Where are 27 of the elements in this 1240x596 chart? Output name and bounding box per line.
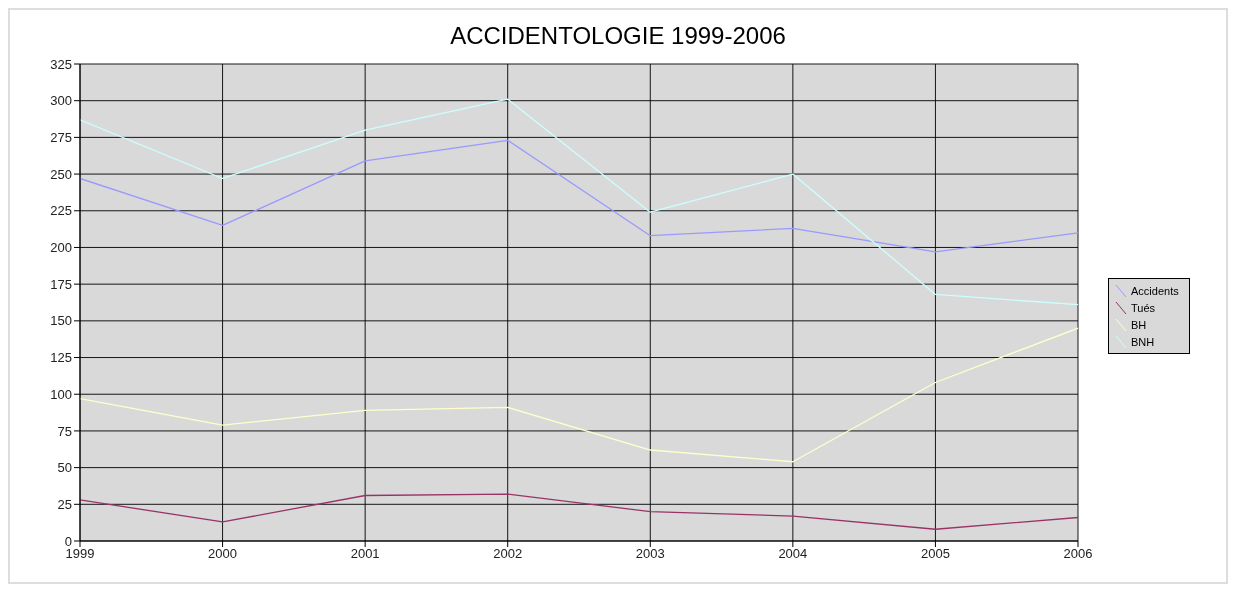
x-tick-label: 2005 [920, 546, 950, 562]
x-tick-label: 2000 [208, 546, 238, 562]
y-tick-label: 275 [50, 130, 72, 145]
legend-label: BH [1131, 318, 1147, 331]
x-tick-label: 2003 [635, 546, 665, 562]
x-tick-label: 2001 [350, 546, 380, 562]
legend-label: Accidents [1131, 284, 1179, 297]
y-tick-label: 0 [64, 533, 72, 549]
x-tick-label: 1999 [65, 546, 95, 562]
legend-label: Tués [1131, 301, 1156, 314]
x-tick-label: 2006 [1063, 546, 1093, 562]
y-tick-label: 325 [50, 56, 72, 72]
x-tick-label: 2004 [778, 546, 808, 562]
y-tick-label: 175 [50, 276, 72, 292]
y-tick-label: 200 [50, 240, 72, 256]
y-tick-label: 100 [50, 386, 72, 402]
y-tick-label: 75 [57, 423, 72, 439]
y-tick-label: 25 [57, 496, 72, 512]
x-tick-label: 2002 [493, 546, 523, 562]
y-tick-label: 150 [50, 313, 72, 329]
y-tick-label: 250 [50, 166, 72, 182]
y-tick-label: 125 [50, 350, 72, 366]
legend-label: BNH [1131, 335, 1155, 348]
y-tick-label: 300 [50, 93, 72, 109]
y-tick-label: 225 [50, 203, 72, 219]
y-tick-label: 50 [57, 460, 72, 476]
chart-title: ACCIDENTOLOGIE 1999-2006 [449, 22, 787, 51]
